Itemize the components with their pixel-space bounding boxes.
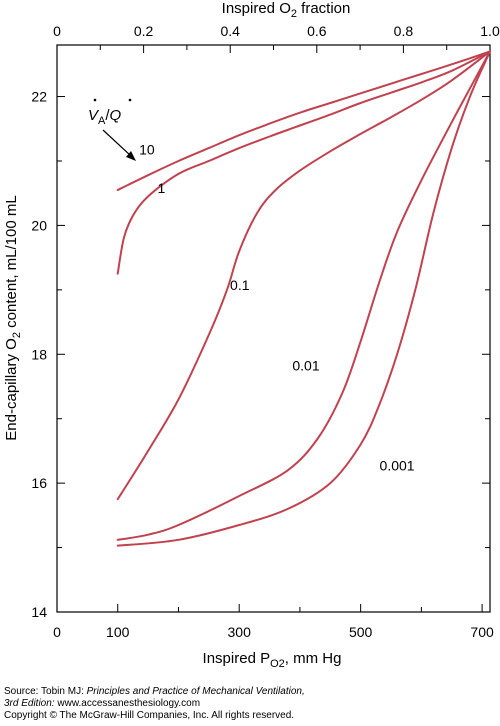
x-tick-label: 0 xyxy=(53,624,61,640)
x-tick-label: 300 xyxy=(228,624,252,640)
curve-0_01 xyxy=(116,50,491,541)
legend-q-dot xyxy=(128,98,132,102)
tick-marks xyxy=(57,45,490,612)
x-tick-label: 500 xyxy=(349,624,373,640)
edition-line: 3rd Edition: www.accessanesthesiology.co… xyxy=(4,698,201,709)
y-tick-label: 20 xyxy=(31,217,47,233)
curve-0_001 xyxy=(116,50,491,547)
y-tick-label: 22 xyxy=(31,89,47,105)
legend-va: V xyxy=(88,107,100,124)
source-line: Source: Tobin MJ: Principles and Practic… xyxy=(4,686,305,697)
y-tick-label: 18 xyxy=(31,346,47,362)
top-tick-label: 0 xyxy=(53,23,61,39)
copyright-line: Copyright © The McGraw-Hill Companies, I… xyxy=(4,710,295,721)
tick-labels: 0 100 300 500 700 0 0.2 0.4 0.6 0.8 1.0 14 16 18 20 22 1… xyxy=(31,23,500,640)
y-tick-label: 16 xyxy=(31,475,47,491)
legend-arrow xyxy=(102,129,132,157)
y-tick-label: 14 xyxy=(31,604,47,620)
plot-frame xyxy=(56,44,491,613)
top-tick-label: 0.6 xyxy=(307,23,327,39)
x-tick-label: 100 xyxy=(106,624,130,640)
top-axis-title: Inspired O2 fraction xyxy=(222,0,351,20)
top-tick-label: 0.4 xyxy=(220,23,240,39)
x-tick-label: 700 xyxy=(470,624,494,640)
curve-label-0_01: 0.01 xyxy=(292,357,319,373)
curves xyxy=(116,50,491,547)
legend-title: VA/Q xyxy=(88,98,136,161)
svg-text:VA/Q: VA/Q xyxy=(88,107,122,127)
curve-10 xyxy=(116,50,491,191)
top-tick-label: 1.0 xyxy=(480,23,500,39)
legend-va-dot xyxy=(93,98,97,102)
curve-label-1: 1 xyxy=(158,180,166,196)
top-tick-label: 0.8 xyxy=(394,23,414,39)
curve-1 xyxy=(116,50,491,275)
curve-label-0_001: 0.001 xyxy=(380,457,415,473)
top-tick-label: 0.2 xyxy=(134,23,154,39)
x-axis-title: Inspired PO2, mm Hg xyxy=(203,650,342,670)
curve-0_1 xyxy=(116,50,491,501)
curve-label-0_1: 0.1 xyxy=(230,277,250,293)
curve-label-10: 10 xyxy=(139,142,155,158)
legend-arrowhead xyxy=(126,151,136,161)
y-axis-title: End-capillary O2 content, mL/100 mL xyxy=(3,195,23,440)
